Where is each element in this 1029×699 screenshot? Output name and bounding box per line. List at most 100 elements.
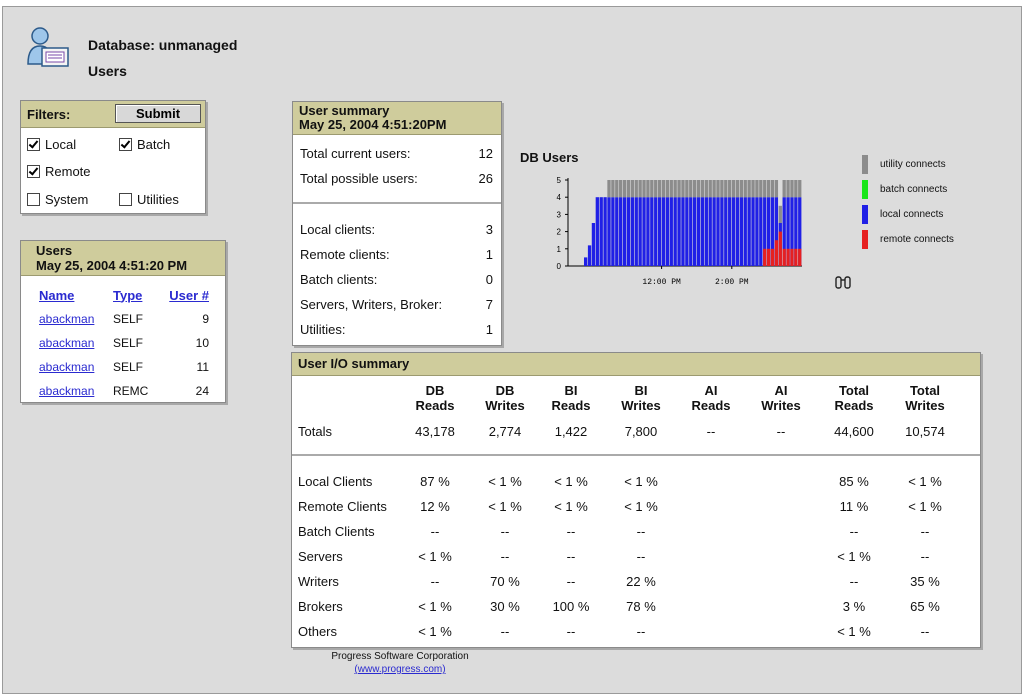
utility-bar xyxy=(735,180,740,198)
io-cell: 43,178 xyxy=(415,424,455,439)
local-bar xyxy=(607,197,611,266)
page-header: Database: unmanaged Users xyxy=(88,32,237,84)
checkbox-icon[interactable] xyxy=(27,165,40,178)
local-bar xyxy=(634,197,638,266)
io-column-header: DB Reads xyxy=(415,383,455,413)
filter-remote-checkbox[interactable]: Remote xyxy=(27,164,91,179)
io-cell: 87 % xyxy=(420,474,450,489)
filter-utilities-checkbox[interactable]: Utilities xyxy=(119,192,179,207)
filter-label: Utilities xyxy=(137,192,179,207)
utility-bar xyxy=(607,180,611,198)
summary-row: Remote clients: 1 xyxy=(300,247,493,262)
chart-legend: utility connects batch connects local co… xyxy=(862,152,1002,252)
utility-bar xyxy=(782,180,786,198)
local-bar xyxy=(673,197,677,266)
user-type: SELF xyxy=(113,336,144,350)
io-cell: -- xyxy=(566,549,576,564)
io-cell: -- xyxy=(920,524,930,539)
user-name-link[interactable]: abackman xyxy=(39,312,95,326)
local-bar xyxy=(669,197,673,266)
local-bar xyxy=(689,197,693,266)
local-bar xyxy=(735,197,740,266)
local-bar xyxy=(790,197,794,266)
utility-bar xyxy=(665,180,670,198)
io-cell: < 1 % xyxy=(488,474,522,489)
utility-bar xyxy=(712,180,716,198)
io-cell: -- xyxy=(636,549,646,564)
user-name-link[interactable]: abackman xyxy=(39,360,95,374)
utility-bar xyxy=(657,180,662,198)
io-cell: < 1 % xyxy=(418,599,452,614)
checkbox-icon[interactable] xyxy=(27,193,40,206)
y-tick-label: 4 xyxy=(557,193,562,202)
utility-bar xyxy=(743,180,747,198)
checkbox-icon[interactable] xyxy=(27,138,40,151)
legend-item: batch connects xyxy=(862,177,1002,202)
footer-link[interactable]: (www.progress.com) xyxy=(354,664,446,675)
x-tick-label: 2:00 PM xyxy=(715,278,749,287)
utility-bar xyxy=(739,180,744,198)
y-tick-label: 3 xyxy=(557,210,562,219)
io-column-header: Total Reads xyxy=(834,383,874,413)
summary-value: 12 xyxy=(478,146,493,161)
local-bar xyxy=(708,197,712,266)
local-bar xyxy=(638,197,642,266)
utility-bar xyxy=(630,180,635,198)
io-cell: 22 % xyxy=(626,574,656,589)
utility-bar xyxy=(731,180,736,198)
remote-bar xyxy=(786,248,790,266)
filter-system-checkbox[interactable]: System xyxy=(27,192,88,207)
user-database-icon xyxy=(27,27,69,67)
utility-bar xyxy=(611,180,615,198)
sort-type-link[interactable]: Type xyxy=(113,287,143,303)
checkbox-icon[interactable] xyxy=(119,193,132,206)
sort-user-number-link[interactable]: User # xyxy=(169,287,209,303)
remote-bar xyxy=(790,248,794,266)
user-name-link[interactable]: abackman xyxy=(39,384,95,398)
io-cell: -- xyxy=(706,424,716,439)
io-table-header: DB Reads DB Writes BI Reads BI Writes AI Read… xyxy=(298,379,960,419)
users-header: Users May 25, 2004 4:51:20 PM xyxy=(21,241,225,276)
user-name-link[interactable]: abackman xyxy=(39,336,95,350)
user-type: SELF xyxy=(113,360,144,374)
local-bar xyxy=(611,197,615,266)
local-bar xyxy=(716,197,720,266)
io-cell: -- xyxy=(849,524,859,539)
submit-button[interactable]: Submit xyxy=(115,104,201,123)
binoculars-icon[interactable] xyxy=(834,274,852,292)
user-number: 9 xyxy=(202,312,209,326)
summary-value: 1 xyxy=(485,322,493,337)
io-cell: -- xyxy=(566,524,576,539)
filter-batch-checkbox[interactable]: Batch xyxy=(119,137,170,152)
utility-bar xyxy=(689,180,693,198)
io-cell: < 1 % xyxy=(554,474,588,489)
io-cell: -- xyxy=(430,524,440,539)
io-cell: 78 % xyxy=(626,599,656,614)
io-row-label: Writers xyxy=(298,574,339,589)
sort-name-link[interactable]: Name xyxy=(39,287,75,303)
users-table-header: Name Type User # xyxy=(39,283,209,307)
local-bar xyxy=(704,197,708,266)
local-bar xyxy=(626,197,631,266)
io-row-label: Batch Clients xyxy=(298,524,375,539)
local-bar xyxy=(743,197,747,266)
user-summary-title: User summary xyxy=(299,103,390,118)
local-bar xyxy=(654,197,658,266)
filter-local-checkbox[interactable]: Local xyxy=(27,137,76,152)
local-bar xyxy=(599,197,603,266)
summary-row: Utilities: 1 xyxy=(300,322,493,337)
utility-bar xyxy=(786,180,790,198)
utility-bar xyxy=(778,205,782,223)
user-number: 11 xyxy=(196,360,209,374)
local-bar xyxy=(700,197,705,266)
utility-bar xyxy=(619,180,623,198)
utility-bar xyxy=(650,180,654,198)
table-row: abackman SELF 11 xyxy=(39,355,209,379)
utility-bar xyxy=(646,180,650,198)
summary-label: Local clients: xyxy=(300,222,376,237)
io-cell: 12 % xyxy=(420,499,450,514)
user-summary-header: User summary May 25, 2004 4:51:20PM xyxy=(293,102,501,135)
local-bar xyxy=(677,197,681,266)
local-bar xyxy=(739,197,744,266)
checkbox-icon[interactable] xyxy=(119,138,132,151)
